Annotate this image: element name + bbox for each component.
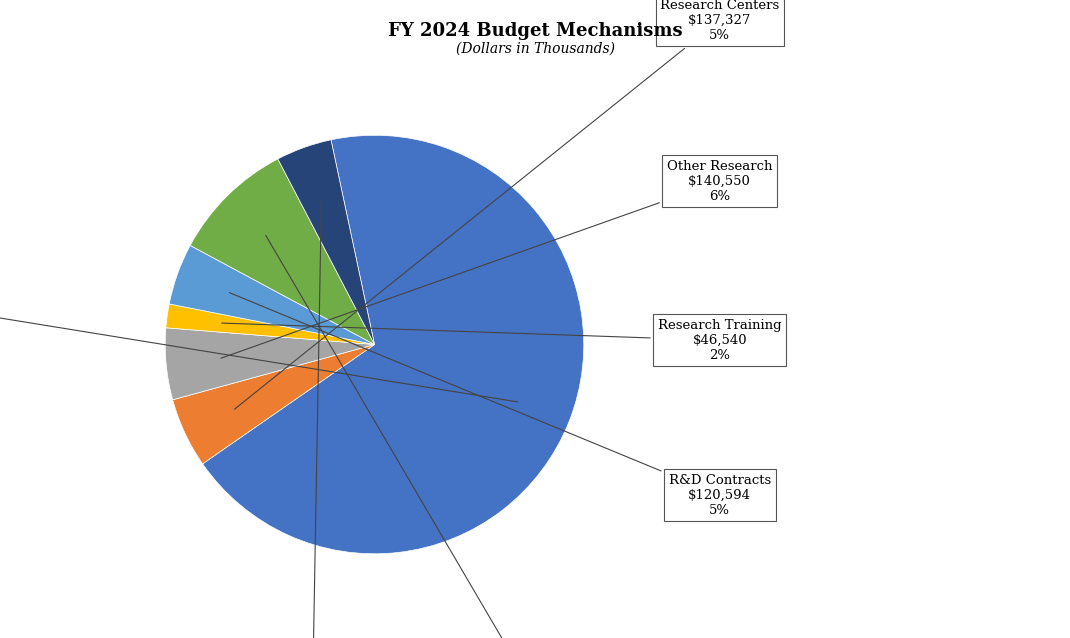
Text: Research Centers
$137,327
5%: Research Centers $137,327 5%	[234, 0, 779, 409]
Text: FY 2024 Budget Mechanisms: FY 2024 Budget Mechanisms	[387, 22, 683, 40]
Text: Research Training
$46,540
2%: Research Training $46,540 2%	[221, 319, 781, 362]
Wedge shape	[278, 140, 374, 345]
Text: (Dollars in Thousands): (Dollars in Thousands)	[456, 41, 614, 56]
Text: RMS
$109,522
4%: RMS $109,522 4%	[280, 200, 343, 638]
Wedge shape	[202, 135, 584, 554]
Wedge shape	[190, 159, 374, 345]
Text: R&D Contracts
$120,594
5%: R&D Contracts $120,594 5%	[229, 293, 770, 517]
Wedge shape	[169, 246, 374, 345]
Wedge shape	[166, 304, 374, 345]
Text: Other Research
$140,550
6%: Other Research $140,550 6%	[220, 160, 773, 359]
Wedge shape	[165, 328, 374, 400]
Text: Research Project
Grants
$1,745,508
69%: Research Project Grants $1,745,508 69%	[0, 263, 518, 402]
Text: Intramural Research
$241,613
9%: Intramural Research $241,613 9%	[265, 235, 632, 638]
Wedge shape	[172, 345, 374, 464]
